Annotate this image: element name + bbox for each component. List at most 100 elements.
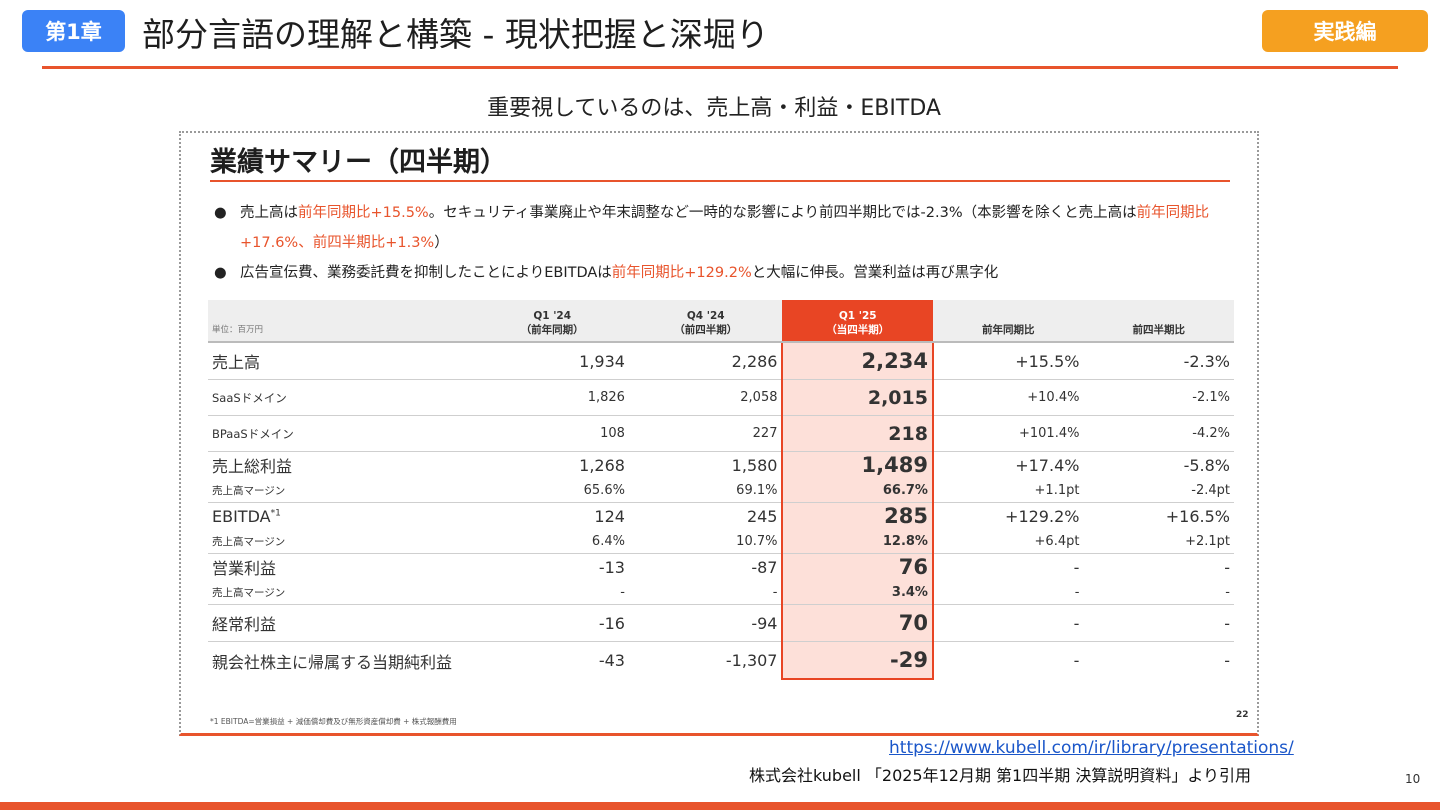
- footnote-marker: *1: [270, 508, 281, 519]
- bullet-item: ● 広告宣伝費、業務委託費を抑制したことによりEBITDAは前年同期比+129.…: [214, 258, 1234, 288]
- table-cell: 2,286: [628, 342, 783, 380]
- table-cell: 1,934: [475, 342, 629, 380]
- table-row: 売上高 1,934 2,286 2,234 +15.5% -2.3%: [208, 342, 1234, 380]
- table-cell-current: 2,234: [781, 342, 934, 380]
- table-cell: 245: [746, 506, 778, 526]
- table-row: 売上総利益 1,268 1,580 1,489 +17.4% -5.8%: [208, 451, 1234, 478]
- table-row: EBITDA*1 124 245 285 +129.2% +16.5%: [208, 502, 1234, 530]
- bullet-dot-icon: ●: [214, 205, 227, 221]
- row-label: 売上高マージン: [208, 529, 476, 554]
- table-row: 親会社株主に帰属する当期純利益 -43 -1,307 -29 - -: [208, 641, 1234, 680]
- bullet-text: 売上高は前年同期比+15.5%。セキュリティ事業廃止や年末調整など一時的な影響に…: [240, 198, 1234, 258]
- row-label: EBITDA*1: [208, 503, 475, 530]
- chapter-badge: 第1章: [22, 10, 125, 52]
- table-cell: -2.3%: [1083, 342, 1234, 380]
- table-cell-current: 1,489: [781, 451, 934, 478]
- financial-summary-table: 単位：百万円 Q1 '24 （前年同期） Q4 '24 （前四半期） Q1 '25 （…: [208, 300, 1234, 680]
- footer-accent-bar: [0, 802, 1440, 810]
- table-cell: +1.1pt: [932, 478, 1084, 503]
- table-cell-current: 66.7%: [781, 478, 934, 503]
- col-header-period: Q4 '24: [686, 310, 725, 322]
- table-cell-current: 70: [781, 604, 934, 642]
- source-caption: 株式会社kubell 「2025年12月期 第1四半期 決算説明資料」より引用: [749, 766, 1252, 785]
- table-cell: -: [1073, 651, 1080, 670]
- col-header-q1-25: Q1 '25 （当四半期）: [782, 300, 933, 343]
- table-cell: -: [475, 580, 629, 605]
- col-header-note: （前年同期）: [520, 324, 584, 336]
- table-cell: -43: [598, 651, 625, 670]
- table-cell: +129.2%: [1005, 506, 1080, 526]
- table-cell-current: 285: [781, 502, 934, 529]
- bullet-text-part: と大幅に伸長。営業利益は再び黒字化: [751, 265, 999, 281]
- title-divider: [42, 66, 1398, 69]
- table-cell: +2.1pt: [1083, 529, 1234, 554]
- row-label: 親会社株主に帰属する当期純利益: [212, 652, 453, 672]
- table-cell-current: 76: [781, 553, 934, 580]
- table-cell: 2,058: [628, 379, 783, 416]
- row-label: BPaaSドメイン: [208, 415, 476, 452]
- table-cell: -16: [475, 604, 629, 642]
- table-cell: 124: [594, 506, 625, 526]
- table-cell: -94: [628, 604, 783, 642]
- table-cell: +16.5%: [1165, 506, 1230, 526]
- table-row: 売上高マージン 65.6% 69.1% 66.7% +1.1pt -2.4pt: [208, 478, 1234, 503]
- table-cell: -: [1224, 651, 1230, 670]
- table-cell: 1,826: [475, 379, 629, 416]
- embedded-screenshot-frame: [179, 131, 1259, 736]
- table-cell: -: [932, 580, 1084, 605]
- table-cell: 6.4%: [475, 529, 629, 554]
- col-header-q4-24: Q4 '24 （前四半期）: [628, 300, 783, 343]
- bullet-text-part: 売上高は: [240, 205, 298, 221]
- bullet-text-part: 。セキュリティ事業廃止や年末調整など一時的な影響により前四半期比では-2.3%（…: [428, 205, 1137, 221]
- table-cell-current: 3.4%: [781, 580, 934, 605]
- table-cell: 1,268: [579, 455, 625, 475]
- bullet-text: 広告宣伝費、業務委託費を抑制したことによりEBITDAは前年同期比+129.2%…: [240, 258, 998, 288]
- table-cell: 1,580: [731, 455, 778, 475]
- table-cell: -87: [751, 557, 778, 577]
- table-cell: -5.8%: [1183, 455, 1230, 475]
- table-cell: -: [628, 580, 783, 605]
- col-header-q1-24: Q1 '24 （前年同期）: [475, 300, 629, 343]
- col-header-period: Q1 '24: [533, 310, 572, 322]
- table-cell: -2.4pt: [1083, 478, 1234, 503]
- table-row: 売上高マージン - - 3.4% - -: [208, 580, 1234, 605]
- col-header-note: （前四半期）: [674, 324, 738, 336]
- table-row: BPaaSドメイン 108 227 218 +101.4% -4.2%: [208, 415, 1234, 452]
- table-header-row: 単位：百万円 Q1 '24 （前年同期） Q4 '24 （前四半期） Q1 '25 （…: [208, 300, 1234, 343]
- unit-label: 単位：百万円: [208, 300, 476, 343]
- table-row: 経常利益 -16 -94 70 - -: [208, 604, 1234, 642]
- table-cell: -2.1%: [1083, 379, 1234, 416]
- table-cell: +15.5%: [932, 342, 1084, 380]
- table-cell: -1,307: [725, 651, 778, 670]
- bullet-highlight: 前年同期比+17.6%、前四半期比+1.3%: [240, 205, 1210, 251]
- table-cell: +101.4%: [932, 415, 1084, 452]
- table-cell: -4.2%: [1083, 415, 1234, 452]
- table-cell: 69.1%: [628, 478, 783, 503]
- embedded-page-number: 22: [1236, 710, 1249, 720]
- table-cell: 10.7%: [628, 529, 783, 554]
- table-cell: +17.4%: [1015, 455, 1080, 475]
- col-header-note: （当四半期）: [826, 324, 890, 336]
- table-cell: -: [932, 604, 1084, 642]
- source-link[interactable]: https://www.kubell.com/ir/library/presen…: [889, 738, 1294, 758]
- table-cell: 65.6%: [475, 478, 629, 503]
- slide-title: 部分言語の理解と構築 - 現状把握と深堀り: [142, 15, 769, 54]
- table-cell: -13: [598, 557, 625, 577]
- row-label: 売上総利益: [212, 457, 293, 476]
- table-cell: +10.4%: [932, 379, 1084, 416]
- section-tag-badge: 実践編: [1262, 10, 1428, 52]
- bullet-highlight: 前年同期比+129.2%: [611, 265, 752, 281]
- col-header-qoq: 前四半期比: [1083, 300, 1234, 343]
- bullet-highlight: 前年同期比+15.5%: [298, 205, 429, 221]
- table-cell: 108: [475, 415, 629, 452]
- table-cell: -: [1224, 557, 1230, 577]
- row-label: 売上高: [208, 342, 476, 380]
- col-header-yoy: 前年同期比: [932, 300, 1084, 343]
- table-row: 売上高マージン 6.4% 10.7% 12.8% +6.4pt +2.1pt: [208, 529, 1234, 554]
- table-cell-current: 2,015: [781, 379, 934, 416]
- bullet-dot-icon: ●: [214, 265, 227, 281]
- table-cell: -: [1083, 604, 1234, 642]
- table-cell-current: -29: [781, 641, 934, 680]
- table-cell: +6.4pt: [932, 529, 1084, 554]
- table-cell: 227: [628, 415, 783, 452]
